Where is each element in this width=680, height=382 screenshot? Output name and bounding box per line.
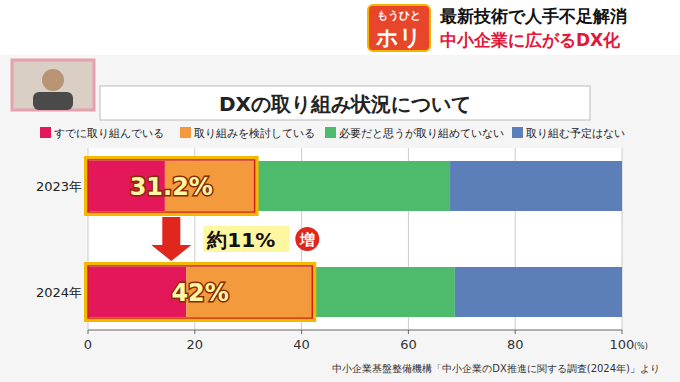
legend-swatch [40,127,51,138]
legend-swatch [180,127,191,138]
tick-mark [194,330,195,334]
tick-label: 100 [610,337,635,352]
plot-area [88,148,622,330]
bars [88,161,622,317]
title-banner [100,86,590,120]
headline: 中小企業に広がるDX化 [440,30,621,50]
axis-label: (%) [634,342,648,351]
logo-box [368,5,430,51]
legend-label: 取り組む予定はない [526,127,625,139]
category-label: 2023年 [36,179,82,194]
category-label: 2024年 [36,285,82,300]
tick-label: 80 [507,337,524,352]
legend-swatch [325,127,336,138]
header-band [0,0,680,55]
change-label: 約11% [206,228,275,252]
change-mark-bg [295,227,319,251]
tick-mark [622,330,623,334]
change-label-bg [203,226,289,252]
annotation: 31.2% [130,173,213,201]
tick-mark [515,330,516,334]
thumbnail-head [42,69,64,91]
background [0,0,680,382]
highlight-box [86,264,314,320]
title: DXの取り組み状況について [219,92,471,116]
tick-mark [88,330,89,334]
logo-bottom: ホリ [375,25,422,50]
chart-root: もうひとホリ最新技術で人手不足解消中小企業に広がるDX化 DXの取り組み状況につい… [0,0,680,382]
x-axis [88,330,622,331]
tick-label: 60 [400,337,417,352]
source: 中小企業基盤整備機構「中小企業のDX推進に関する調査(2024年)」より [332,363,660,374]
tick-mark [408,330,409,334]
highlight-inner [88,266,312,318]
tick-mark [301,330,302,334]
tick-label: 0 [84,337,92,352]
thumbnail-body [33,92,73,110]
logo-top: もうひと [377,9,421,22]
bar-segment [455,267,622,317]
bar-segment [450,161,622,211]
legend-swatch [512,127,523,138]
bar-segment [255,161,450,211]
legend-label: すでに取り組んでいる [54,127,164,140]
legend-label: 取り組みを検討している [194,127,315,139]
legend-label: 必要だと思うが取り組めていない [339,127,504,140]
change-mark: 増 [299,231,315,249]
tick-label: 20 [187,337,204,352]
tick-label: 40 [293,337,310,352]
bar-segment [312,267,455,317]
arrow [151,217,191,261]
highlight-inner [88,160,255,212]
highlight-box [86,158,257,214]
thumbnail [12,60,94,110]
headline: 最新技術で人手不足解消 [439,6,627,26]
annotation: 42% [171,279,228,307]
